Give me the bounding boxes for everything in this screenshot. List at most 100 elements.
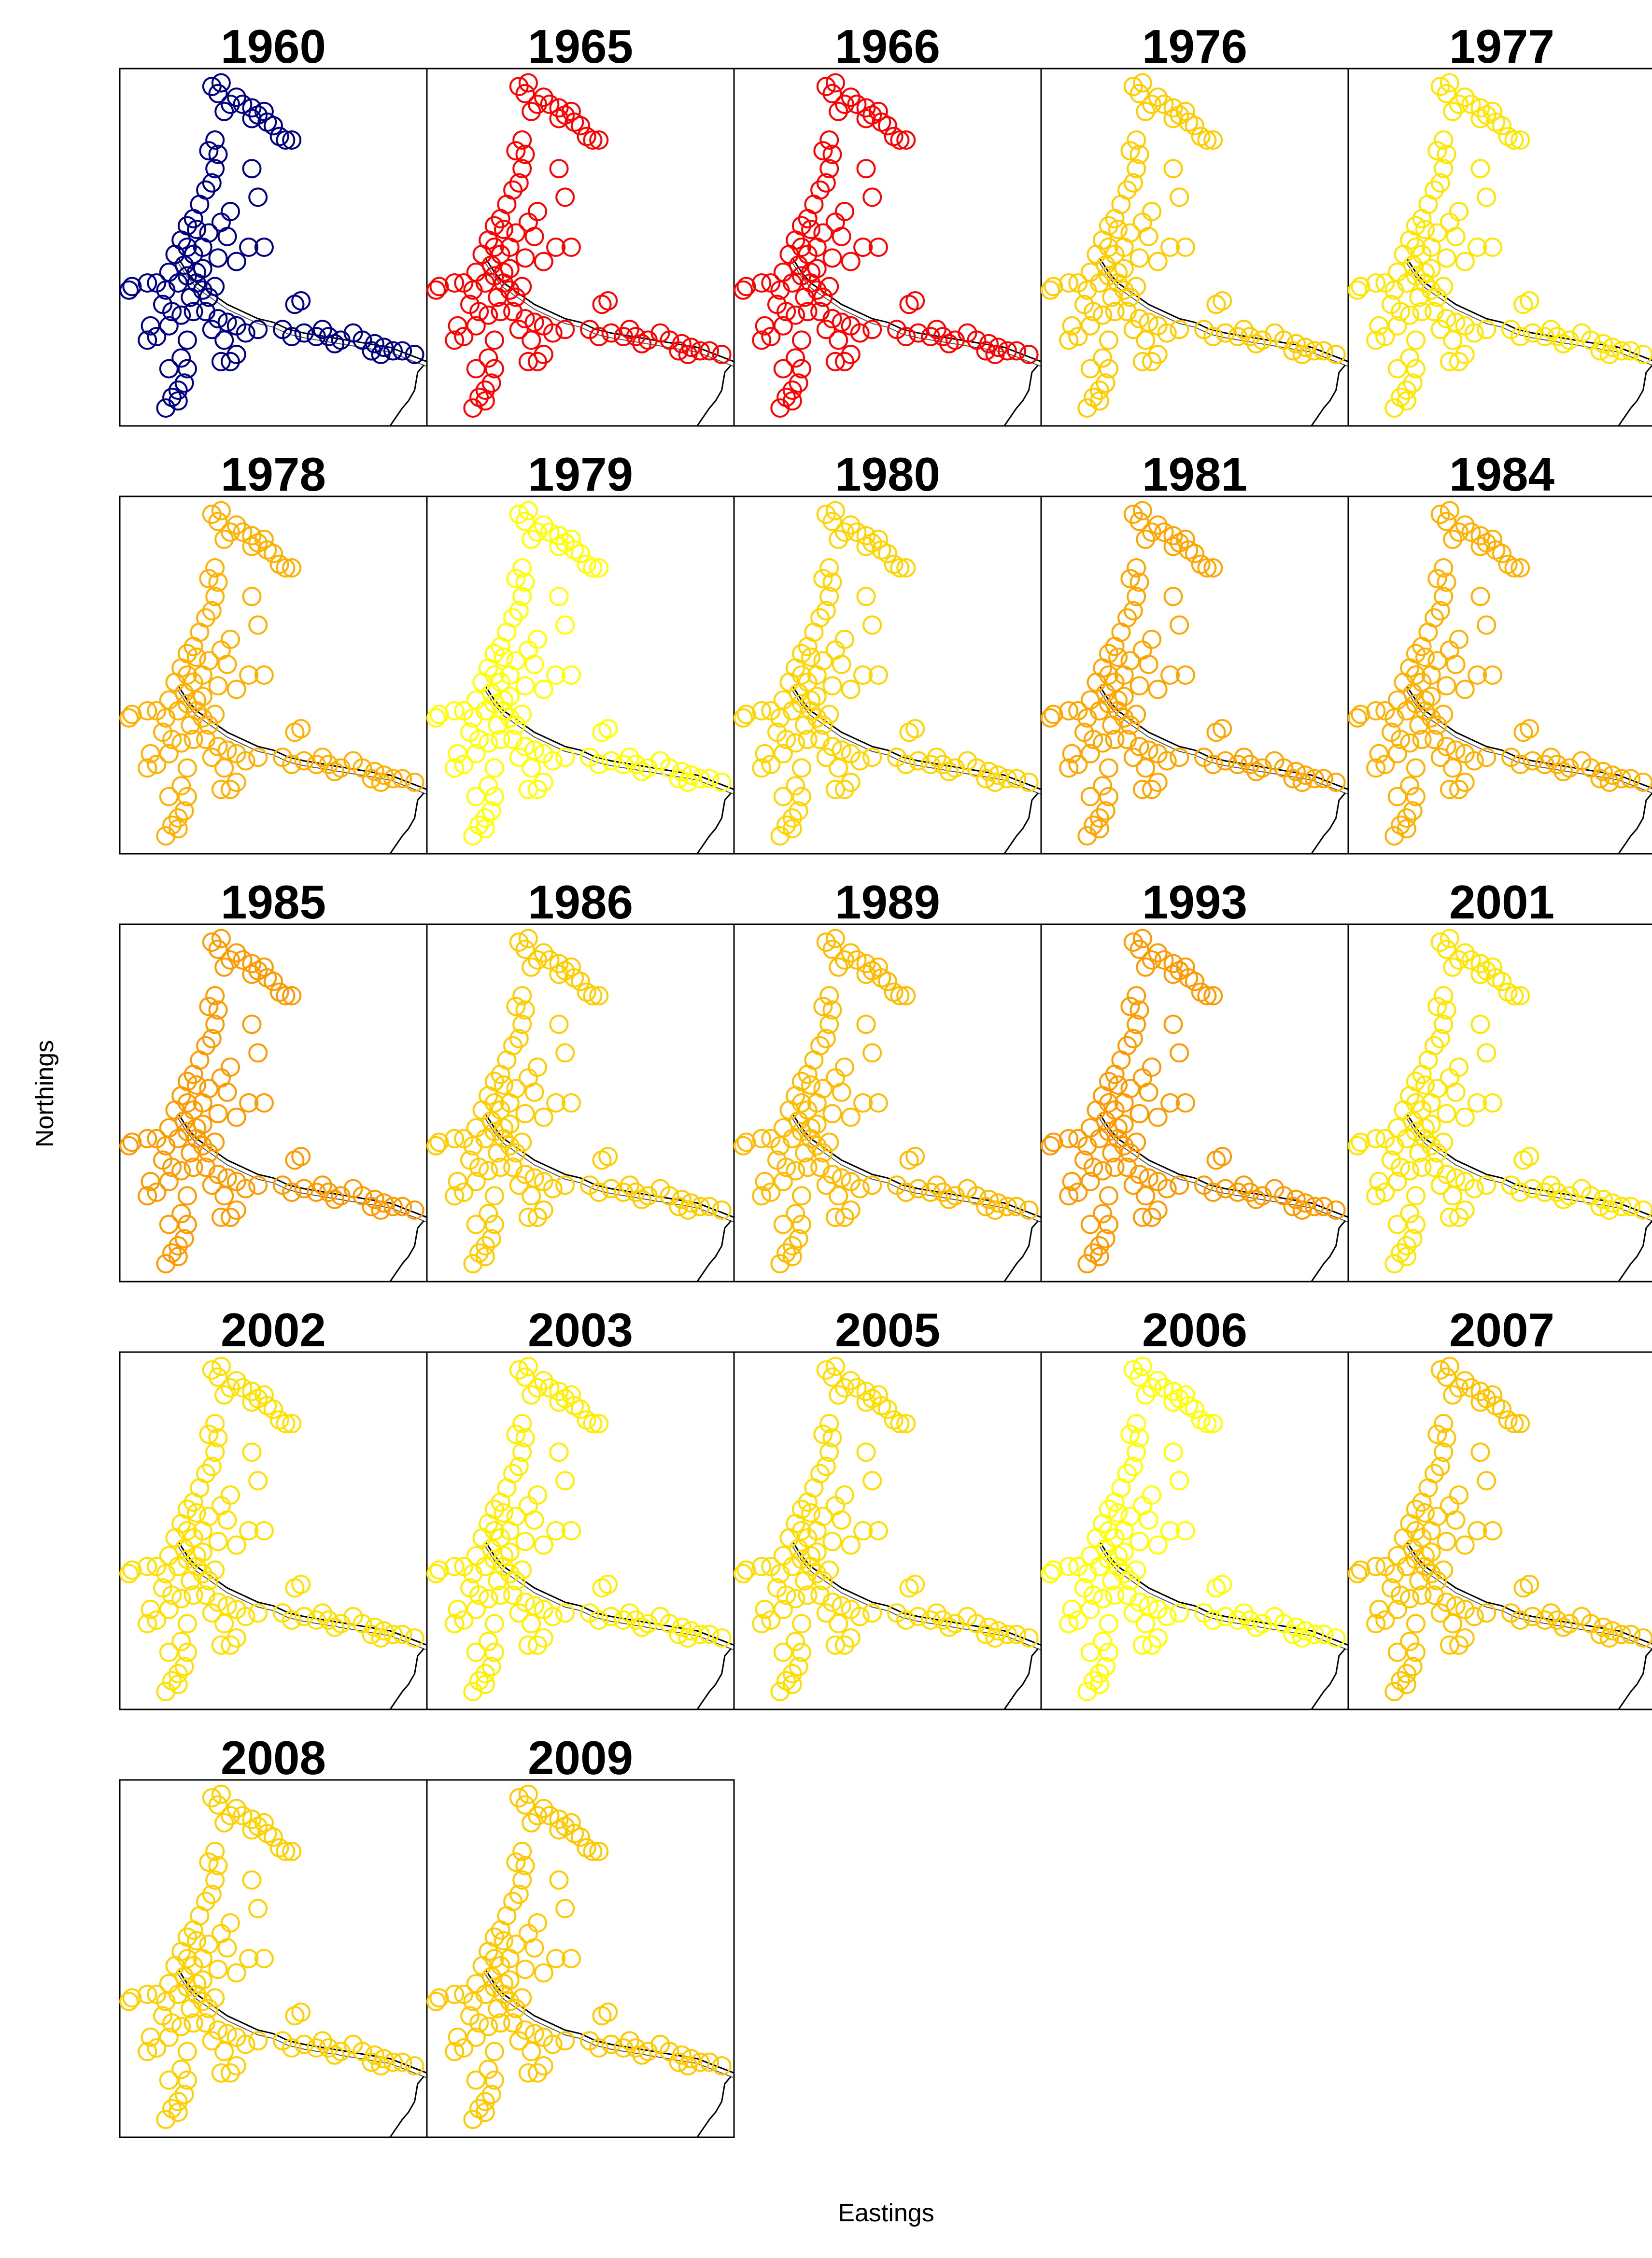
data-point — [1136, 1385, 1156, 1405]
data-point — [509, 932, 529, 952]
data-point — [1470, 526, 1490, 546]
data-point — [174, 801, 194, 821]
data-point — [571, 972, 590, 991]
data-point — [1191, 1410, 1211, 1430]
data-point — [221, 352, 240, 371]
coastline — [1618, 1648, 1652, 1710]
data-point — [1366, 1186, 1386, 1206]
data-point — [226, 2056, 246, 2075]
data-point — [816, 748, 836, 767]
data-point — [226, 1963, 246, 1983]
data-point — [528, 1207, 547, 1227]
road-line — [484, 257, 734, 363]
data-point — [1375, 327, 1395, 346]
data-point — [1163, 1442, 1183, 1462]
data-point — [217, 2024, 237, 2044]
data-point — [1059, 273, 1079, 293]
data-point — [878, 116, 897, 136]
data-point — [813, 287, 833, 307]
data-point — [899, 722, 919, 742]
data-point — [479, 733, 498, 753]
data-point — [822, 248, 842, 268]
data-point — [138, 1186, 157, 1206]
data-point — [1427, 1079, 1447, 1099]
data-point — [1553, 762, 1573, 781]
data-point — [856, 109, 876, 128]
data-point — [896, 327, 916, 346]
data-point — [1443, 1385, 1463, 1405]
data-point — [1446, 1510, 1466, 1530]
data-point — [1470, 1442, 1490, 1462]
data-point — [285, 1150, 305, 1170]
data-point — [211, 2063, 231, 2083]
data-point — [1059, 701, 1079, 720]
data-point — [755, 316, 775, 336]
data-point — [1041, 708, 1060, 728]
data-point — [1427, 141, 1447, 161]
data-point — [202, 1788, 222, 1807]
data-point — [908, 1179, 928, 1199]
data-point — [933, 755, 953, 774]
data-point — [1105, 302, 1125, 322]
data-point — [509, 1884, 529, 1904]
data-point — [626, 1610, 646, 1630]
data-point — [1464, 1607, 1484, 1626]
data-point — [448, 316, 467, 336]
data-point — [1157, 751, 1177, 771]
data-point — [214, 1813, 234, 1833]
panel-1965: 1965 — [426, 20, 735, 427]
data-point — [1096, 1657, 1115, 1677]
data-point — [773, 1599, 793, 1619]
road-line — [177, 1541, 427, 1646]
data-point — [1477, 1175, 1497, 1195]
data-point — [896, 986, 916, 1005]
data-point — [862, 615, 882, 635]
data-point — [1434, 558, 1454, 578]
data-point — [162, 730, 182, 749]
data-point — [1492, 972, 1511, 991]
data-point — [1142, 352, 1161, 371]
data-point — [1132, 1356, 1152, 1376]
data-point — [761, 327, 781, 346]
data-point — [1130, 309, 1149, 328]
data-point — [841, 1535, 861, 1555]
data-point — [786, 733, 805, 753]
data-point — [1427, 1571, 1447, 1591]
data-point — [1044, 1560, 1063, 1580]
data-point — [998, 1624, 1017, 1644]
data-point — [620, 1175, 639, 1195]
data-point — [1449, 1207, 1468, 1227]
data-point — [534, 515, 553, 535]
data-point — [248, 1471, 268, 1491]
data-point — [1440, 501, 1459, 521]
data-point — [187, 1931, 206, 1950]
data-point — [789, 373, 808, 393]
data-point — [1504, 130, 1524, 150]
data-point — [1590, 769, 1610, 789]
data-point — [1477, 320, 1497, 339]
panel-1977: 1977 — [1347, 20, 1652, 427]
data-point — [549, 587, 569, 607]
data-point — [1477, 187, 1497, 207]
data-point — [1215, 323, 1235, 343]
panel-title: 1989 — [835, 875, 940, 929]
data-point — [528, 1058, 547, 1077]
data-point — [1553, 1189, 1573, 1209]
data-point — [786, 1204, 805, 1224]
data-point — [736, 1560, 756, 1580]
data-point — [1427, 997, 1447, 1016]
data-point — [515, 737, 535, 756]
data-point — [1130, 1104, 1149, 1124]
data-point — [1170, 615, 1189, 635]
data-point — [383, 2052, 403, 2072]
data-point — [233, 1806, 253, 1825]
data-point — [1437, 1165, 1456, 1184]
data-point — [1511, 755, 1530, 774]
data-point — [242, 526, 262, 546]
data-point — [509, 320, 529, 339]
data-point — [1387, 1642, 1407, 1662]
data-point — [819, 705, 839, 724]
data-point — [1430, 320, 1450, 339]
data-point — [159, 1642, 179, 1662]
data-point — [678, 1200, 698, 1220]
